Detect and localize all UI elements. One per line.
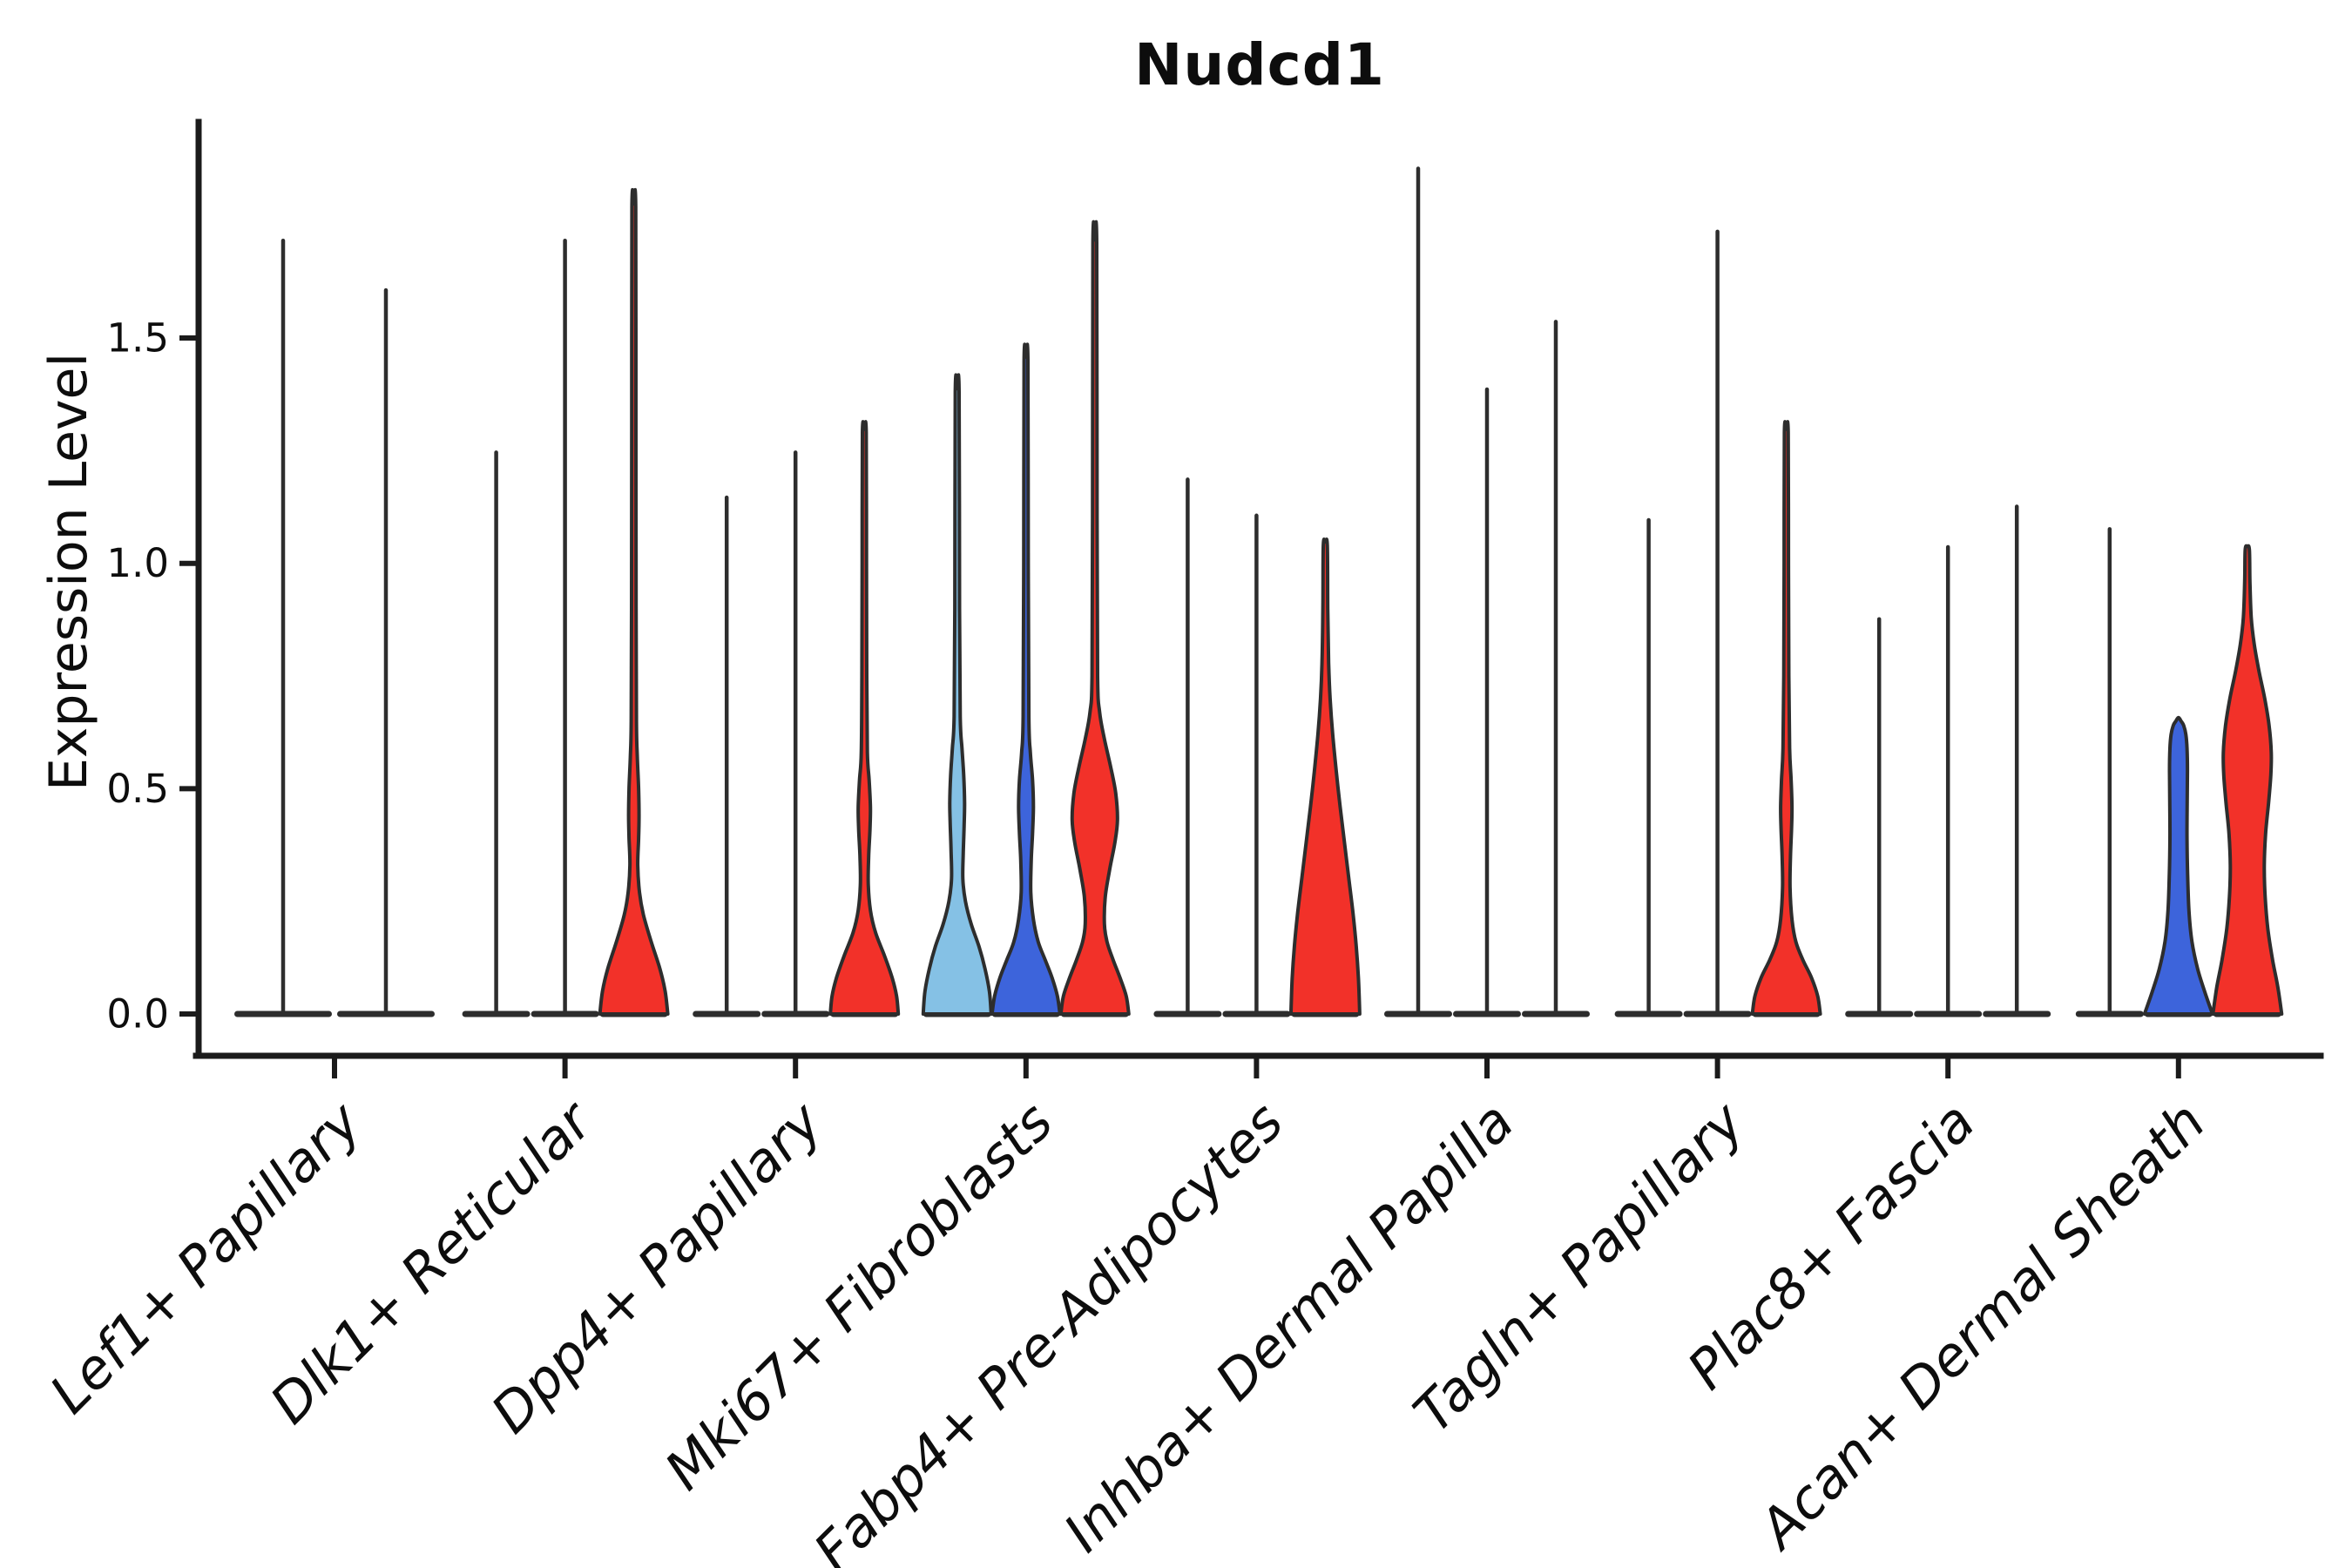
- violin-red: [1288, 537, 1362, 1016]
- y-tick-label: 1.5: [106, 315, 169, 362]
- x-tick-label: Fabp4+ Pre-Adipocytes: [801, 1090, 1295, 1568]
- violin-red: [1058, 220, 1131, 1016]
- violin-skyblue: [921, 373, 993, 1016]
- violin-red: [1750, 420, 1822, 1016]
- x-tick-label: Acan+ Dermal Sheath: [1745, 1090, 2218, 1563]
- violin-red: [2211, 544, 2284, 1016]
- violin-blue: [990, 342, 1062, 1016]
- violin-blue: [2142, 715, 2214, 1016]
- y-tick-label: 0.5: [106, 766, 169, 812]
- y-tick-label: 0.0: [106, 991, 169, 1037]
- y-tick-label: 1.0: [106, 540, 169, 586]
- x-tick-label: Mki67+ Fibroblasts: [652, 1090, 1064, 1502]
- chart-title: Nudcd1: [1134, 31, 1385, 98]
- violin-red: [598, 188, 670, 1016]
- x-tick-label: Inhba+ Dermal Papilla: [1051, 1090, 1525, 1564]
- violin-red: [828, 420, 901, 1016]
